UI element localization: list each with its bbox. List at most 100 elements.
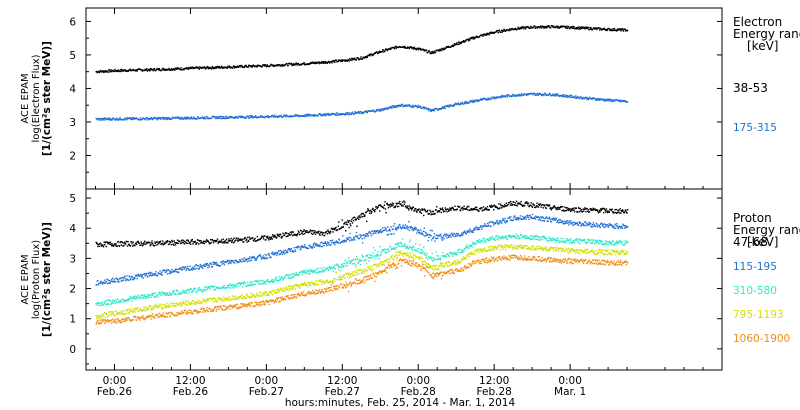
proton-data-point	[191, 269, 194, 271]
proton-data-point	[544, 204, 546, 206]
electron-data-point	[169, 117, 171, 119]
proton-data-point	[618, 209, 620, 211]
proton-data-point	[282, 252, 285, 254]
proton-data-point	[402, 224, 404, 226]
proton-data-point	[541, 219, 543, 222]
proton-data-point	[426, 252, 428, 255]
proton-data-point	[530, 216, 532, 218]
electron-data-point	[591, 98, 593, 100]
proton-data-point	[420, 249, 422, 251]
proton-data-point	[396, 242, 399, 244]
electron-data-point	[203, 116, 206, 118]
proton-data-point	[364, 235, 367, 238]
electron-data-point	[536, 27, 539, 29]
proton-data-point	[321, 241, 323, 243]
proton-data-point	[517, 235, 519, 237]
proton-data-point	[334, 264, 336, 267]
proton-data-point	[565, 209, 568, 212]
electron-data-point	[325, 113, 327, 115]
proton-data-point	[278, 250, 280, 252]
electron-data-point	[519, 27, 522, 29]
proton-data-point	[501, 205, 503, 207]
proton-data-point	[359, 233, 361, 236]
proton-data-point	[272, 251, 274, 253]
proton-data-point	[509, 201, 511, 204]
proton-data-point	[97, 244, 100, 246]
proton-data-point	[144, 275, 146, 277]
electron-data-point	[216, 116, 218, 118]
electron-data-point	[523, 28, 525, 30]
proton-data-point	[292, 231, 294, 233]
proton-data-point	[475, 208, 477, 211]
proton-data-point	[136, 308, 138, 310]
proton-data-point	[480, 225, 482, 227]
proton-data-point	[168, 272, 170, 275]
electron-data-point	[559, 95, 561, 98]
proton-data-point	[110, 302, 113, 305]
proton-data-point	[249, 284, 251, 286]
proton-data-point	[286, 251, 289, 254]
electron-data-point	[350, 113, 353, 116]
proton-data-point	[340, 266, 342, 269]
proton-data-point	[126, 310, 129, 312]
electron-data-point	[581, 27, 583, 30]
electron-data-point	[170, 69, 172, 71]
proton-data-point	[208, 266, 211, 268]
electron-data-point	[363, 56, 365, 58]
proton-data-point	[543, 237, 546, 239]
proton-data-point	[411, 248, 413, 250]
proton-data-point	[449, 234, 452, 236]
proton-data-point	[453, 251, 455, 253]
proton-data-point	[341, 265, 343, 268]
electron-data-point	[207, 116, 209, 119]
proton-data-point	[287, 249, 289, 251]
proton-data-point	[238, 298, 240, 300]
electron-data-point	[103, 117, 105, 119]
proton-data-point	[253, 280, 255, 282]
proton-data-point	[505, 222, 507, 224]
proton-data-point	[300, 248, 302, 250]
proton-data-point	[256, 258, 258, 260]
proton-data-point	[274, 279, 276, 281]
electron-data-point	[511, 95, 514, 97]
proton-data-point	[463, 231, 465, 233]
electron-data-point	[594, 28, 596, 30]
proton-data-point	[96, 317, 98, 319]
proton-data-point	[231, 295, 233, 297]
proton-data-point	[278, 279, 281, 281]
proton-data-point	[329, 268, 331, 270]
proton-data-point	[173, 244, 175, 246]
proton-data-point	[498, 203, 500, 205]
electron-data-point	[323, 113, 326, 115]
proton-data-point	[593, 223, 595, 226]
proton-data-point	[472, 231, 474, 233]
proton-data-point	[248, 283, 251, 286]
proton-data-point	[529, 238, 531, 241]
proton-data-point	[228, 260, 230, 262]
proton-data-point	[583, 210, 585, 212]
proton-data-point	[161, 242, 163, 245]
proton-data-point	[437, 255, 440, 257]
proton-data-point	[125, 278, 128, 281]
electron-data-point	[460, 42, 462, 44]
proton-data-point	[191, 267, 193, 270]
proton-data-point	[481, 228, 483, 230]
proton-data-point	[111, 280, 113, 283]
electron-data-point	[102, 119, 105, 121]
proton-data-point	[318, 245, 320, 248]
proton-data-point	[562, 237, 564, 240]
proton-data-point	[370, 232, 372, 235]
electron-data-point	[141, 70, 143, 72]
electron-data-point	[211, 117, 213, 119]
proton-data-point	[151, 240, 153, 242]
proton-data-point	[612, 211, 614, 213]
proton-data-point	[523, 237, 526, 239]
proton-data-point	[211, 265, 214, 267]
proton-data-point	[343, 241, 345, 243]
proton-data-point	[552, 219, 554, 221]
proton-data-point	[448, 254, 450, 257]
proton-data-point	[116, 313, 118, 316]
proton-data-point	[276, 288, 278, 291]
proton-data-point	[215, 263, 217, 265]
proton-data-point	[413, 246, 415, 248]
